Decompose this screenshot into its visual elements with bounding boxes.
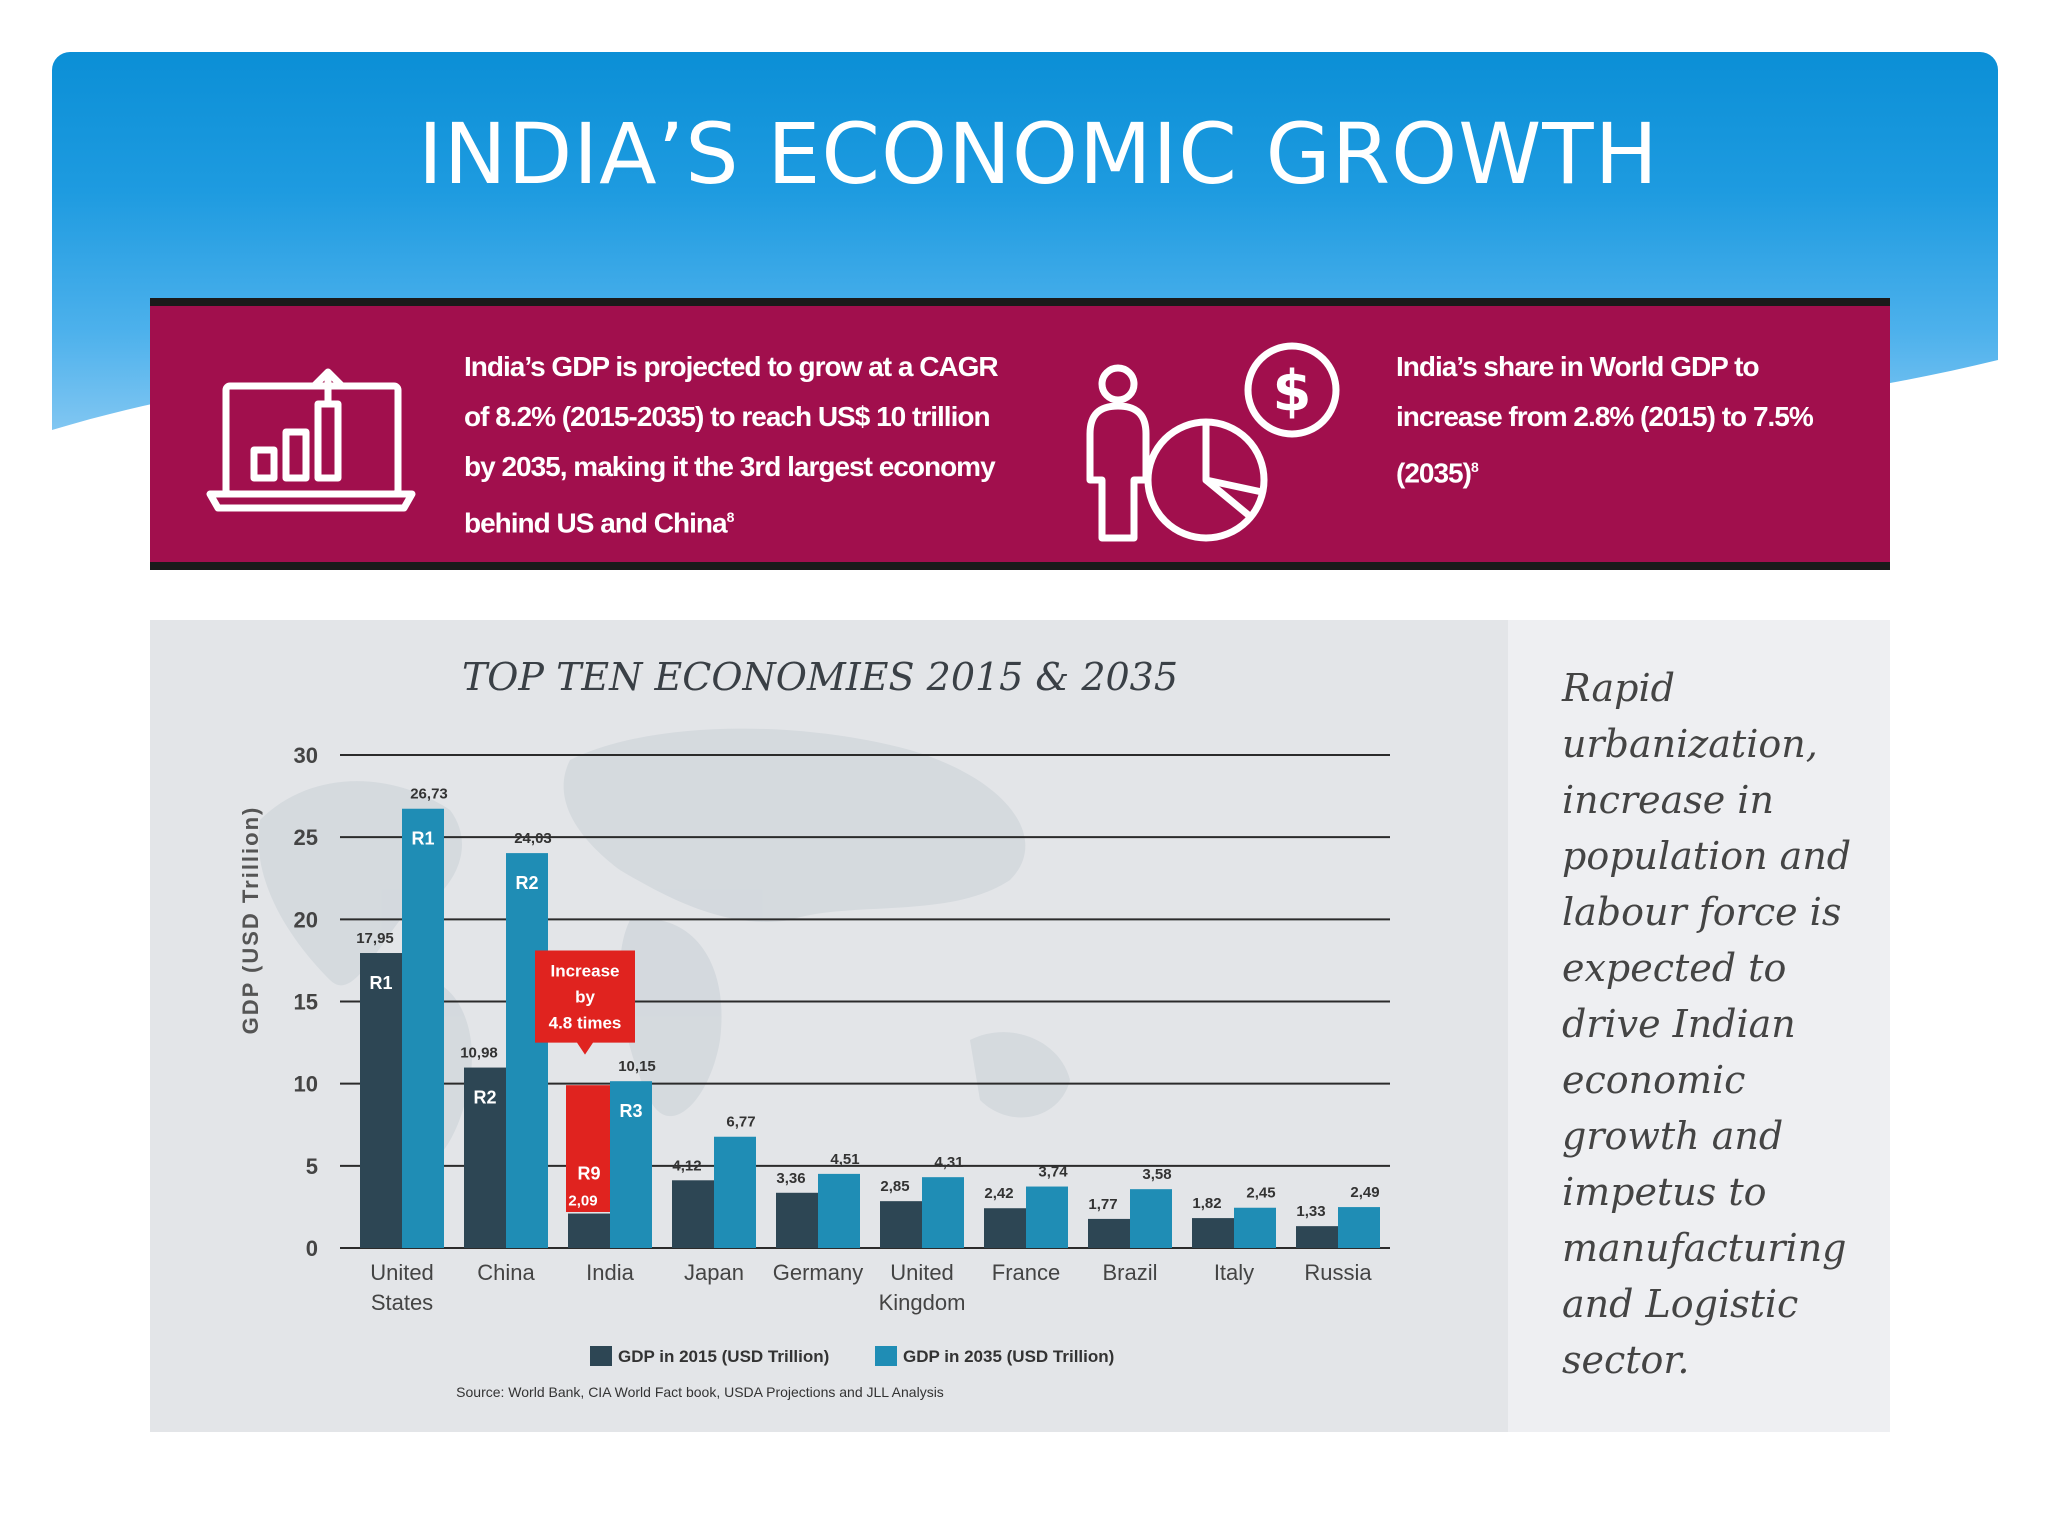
bar-value-label: 2,85 bbox=[880, 1178, 909, 1195]
highlight-bar-box bbox=[566, 1085, 612, 1212]
bar-2015 bbox=[1192, 1218, 1234, 1248]
legend-swatch-2035 bbox=[875, 1346, 897, 1366]
x-category-label: Brazil bbox=[1102, 1260, 1157, 1285]
bar-value-label: 3,74 bbox=[1038, 1164, 1068, 1181]
x-category-label: Italy bbox=[1214, 1260, 1254, 1285]
x-category-label: China bbox=[477, 1260, 535, 1285]
y-tick-label: 25 bbox=[294, 825, 318, 850]
bar-value-label: 1,77 bbox=[1088, 1196, 1117, 1213]
gdp-bar-chart: TOP TEN ECONOMIES 2015 & 2035 GDP (USD T… bbox=[238, 655, 1390, 1400]
bar-2035 bbox=[402, 808, 444, 1248]
bar-2035 bbox=[1026, 1186, 1068, 1248]
bar-2015 bbox=[360, 953, 402, 1248]
bar-value-label: 3,36 bbox=[776, 1170, 805, 1187]
legend-label: GDP in 2015 (USD Trillion) bbox=[618, 1347, 829, 1366]
bar-2015 bbox=[880, 1201, 922, 1248]
bar-rank-label: R3 bbox=[619, 1101, 642, 1121]
person-pie-dollar-icon: $ bbox=[1086, 342, 1340, 542]
banner-left-text: India’s GDP is projected to grow at a CA… bbox=[464, 351, 999, 539]
bar-2035 bbox=[1130, 1189, 1172, 1248]
increase-callout-text: Increase bbox=[551, 962, 620, 981]
y-tick-label: 15 bbox=[294, 990, 318, 1015]
y-tick-label: 10 bbox=[294, 1072, 318, 1097]
x-category-label: Japan bbox=[684, 1260, 744, 1285]
legend-swatch-2015 bbox=[590, 1346, 612, 1366]
banner-right-text: India’s share in World GDP to increase f… bbox=[1396, 351, 1814, 489]
bar-2015 bbox=[464, 1067, 506, 1248]
bar-value-label: 2,42 bbox=[984, 1185, 1013, 1202]
bar-rank-label: R1 bbox=[411, 829, 434, 849]
bar-2035 bbox=[714, 1136, 756, 1248]
x-category-label: France bbox=[992, 1260, 1060, 1285]
bar-rank-label: R2 bbox=[473, 1088, 496, 1108]
bar-rank-label: R9 bbox=[577, 1164, 600, 1184]
bar-value-label: 26,73 bbox=[410, 786, 448, 803]
bar-rank-label: R2 bbox=[515, 873, 538, 893]
x-category-label: Russia bbox=[1304, 1260, 1372, 1285]
increase-callout-text: 4.8 times bbox=[549, 1014, 622, 1033]
bar-rank-label: R1 bbox=[369, 973, 392, 993]
x-category-label: India bbox=[586, 1260, 634, 1285]
x-category-label: United bbox=[370, 1260, 434, 1285]
bar-value-label: 2,09 bbox=[568, 1193, 597, 1210]
side-panel: Rapid urbanization, increase in populati… bbox=[1508, 620, 1890, 1432]
bar-value-label: 10,15 bbox=[618, 1058, 656, 1075]
bar-value-label: 4,31 bbox=[934, 1154, 963, 1171]
bar-value-label: 24,03 bbox=[514, 830, 552, 847]
bar-2015 bbox=[1088, 1218, 1130, 1248]
bar-value-label: 4,12 bbox=[672, 1157, 701, 1174]
bar-value-label: 2,49 bbox=[1350, 1184, 1379, 1201]
increase-callout-text: by bbox=[575, 988, 595, 1007]
y-tick-label: 20 bbox=[294, 907, 318, 932]
bar-2035 bbox=[506, 853, 548, 1248]
svg-text:$: $ bbox=[1273, 359, 1312, 424]
bar-value-label: 10,98 bbox=[460, 1045, 498, 1062]
bar-value-label: 3,58 bbox=[1142, 1166, 1171, 1183]
legend-label: GDP in 2035 (USD Trillion) bbox=[903, 1347, 1114, 1366]
bar-value-label: 17,95 bbox=[356, 930, 394, 947]
bar-value-label: 1,33 bbox=[1296, 1203, 1325, 1220]
y-tick-label: 5 bbox=[306, 1154, 318, 1179]
laptop-growth-chart-icon bbox=[206, 368, 416, 512]
x-category-label: United bbox=[890, 1260, 954, 1285]
bar-2035 bbox=[1234, 1207, 1276, 1248]
bar-2015 bbox=[672, 1180, 714, 1248]
bar-2035 bbox=[610, 1081, 652, 1248]
side-panel-text: Rapid urbanization, increase in populati… bbox=[1562, 666, 1852, 1382]
bar-2035 bbox=[1338, 1207, 1380, 1248]
increase-callout bbox=[535, 950, 635, 1055]
bar-2015 bbox=[776, 1192, 818, 1248]
y-tick-label: 0 bbox=[306, 1236, 318, 1261]
bar-value-label: 6,77 bbox=[726, 1114, 755, 1131]
y-axis-label: GDP (USD Trillion) bbox=[238, 806, 263, 1035]
bar-value-label: 2,45 bbox=[1246, 1185, 1275, 1202]
slide-title: INDIA’S ECONOMIC GROWTH bbox=[418, 105, 1659, 203]
y-tick-label: 30 bbox=[294, 743, 318, 768]
bar-2035 bbox=[922, 1177, 964, 1248]
bar-2015 bbox=[1296, 1226, 1338, 1248]
bar-value-label: 1,82 bbox=[1192, 1195, 1221, 1212]
bar-2015 bbox=[984, 1208, 1026, 1248]
x-category-label: Germany bbox=[773, 1260, 863, 1285]
gdp-banner: India’s GDP is projected to grow at a CA… bbox=[150, 298, 1890, 570]
bar-2015-base bbox=[568, 1213, 610, 1248]
chart-panel: TOP TEN ECONOMIES 2015 & 2035 GDP (USD T… bbox=[150, 620, 1508, 1432]
chart-source: Source: World Bank, CIA World Fact book,… bbox=[456, 1384, 944, 1400]
chart-title: TOP TEN ECONOMIES 2015 & 2035 bbox=[462, 655, 1178, 699]
bar-value-label: 4,51 bbox=[830, 1151, 859, 1168]
x-category-label: Kingdom bbox=[879, 1290, 966, 1315]
x-category-label: States bbox=[371, 1290, 433, 1315]
bar-2035 bbox=[818, 1173, 860, 1248]
